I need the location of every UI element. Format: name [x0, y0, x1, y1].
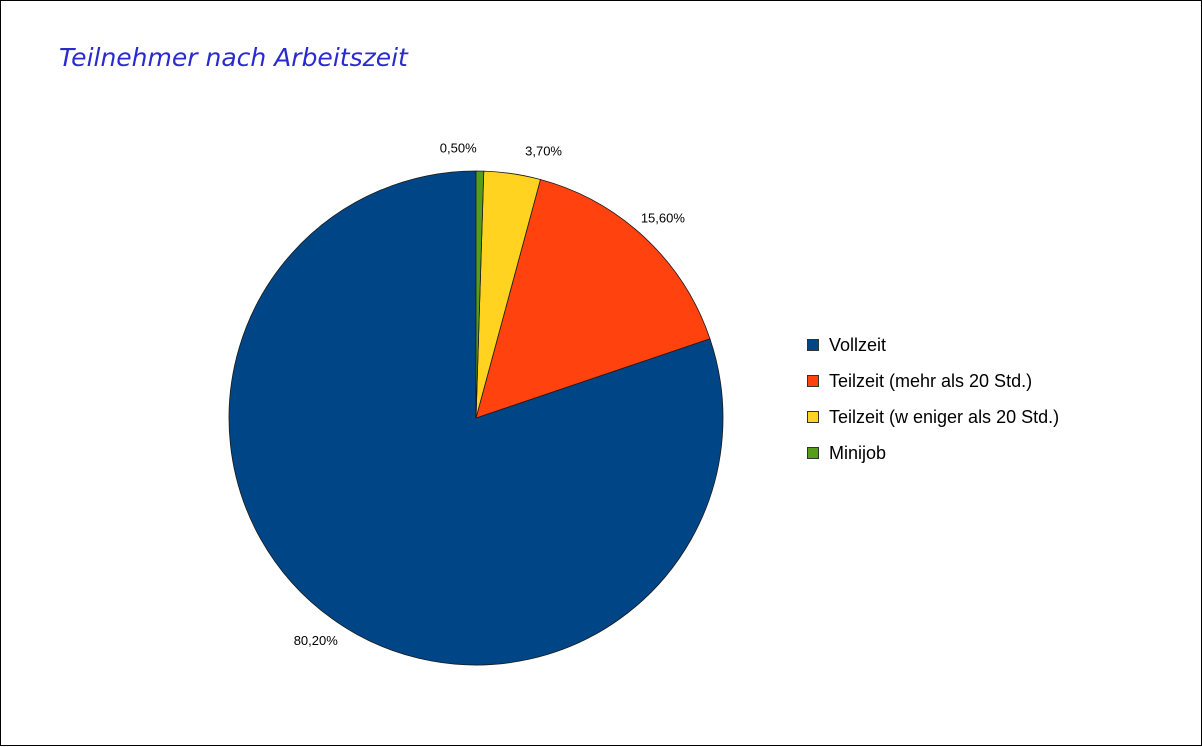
- legend-swatch: [807, 411, 819, 423]
- legend-swatch: [807, 339, 819, 351]
- chart-title: Teilnehmer nach Arbeitszeit: [59, 43, 408, 72]
- legend-item-teilzeit-weniger: Teilzeit (w eniger als 20 Std.): [807, 399, 1167, 435]
- legend-swatch: [807, 447, 819, 459]
- data-label-teilzeit-mehr: 15,60%: [641, 210, 686, 225]
- legend-item-vollzeit: Vollzeit: [807, 327, 1167, 363]
- chart-legend: Vollzeit Teilzeit (mehr als 20 Std.) Tei…: [807, 327, 1167, 471]
- pie-slice-teilzeit-mehr: [475, 179, 711, 419]
- legend-label: Vollzeit: [829, 334, 887, 355]
- legend-item-minijob: Minijob: [807, 435, 1167, 471]
- pie-slice-minijob: [475, 170, 485, 419]
- legend-label: Teilzeit (w eniger als 20 Std.): [829, 406, 1060, 427]
- data-label-teilzeit-weniger: 3,70%: [525, 143, 562, 158]
- legend-item-teilzeit-mehr: Teilzeit (mehr als 20 Std.): [807, 363, 1167, 399]
- legend-label: Teilzeit (mehr als 20 Std.): [829, 370, 1033, 391]
- pie-slices: [228, 170, 724, 666]
- legend-swatch: [807, 375, 819, 387]
- data-label-minijob: 0,50%: [440, 140, 477, 155]
- data-label-vollzeit: 80,20%: [294, 633, 339, 648]
- legend-label: Minijob: [829, 442, 887, 463]
- pie-data-labels: 80,20% 15,60% 3,70% 0,50%: [294, 140, 686, 647]
